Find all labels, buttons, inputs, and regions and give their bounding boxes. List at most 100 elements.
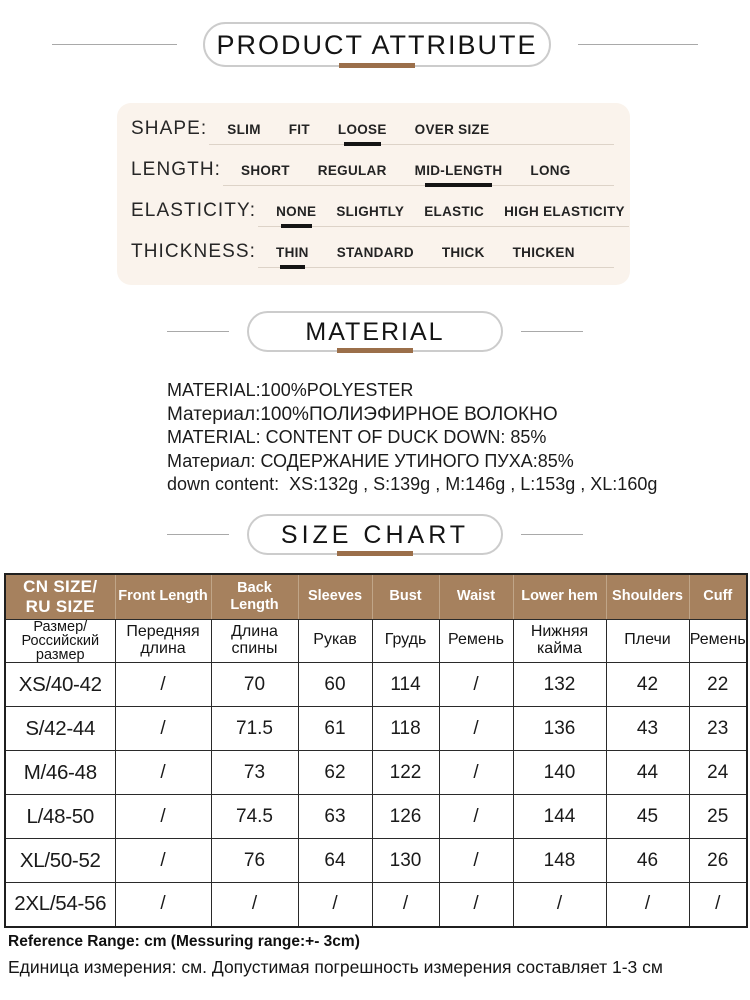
header-cell-ru: Нижняя кайма [512,618,607,664]
value-cell: 114 [371,662,440,708]
value-cell: / [605,882,690,928]
size-cell: L/48-50 [4,794,116,840]
value-cell: 25 [688,794,748,840]
value-cell: 46 [605,838,690,884]
header-cell-ru: Размер/Российский размер [4,618,116,664]
value-cell: 70 [210,662,299,708]
value-cell: 122 [371,750,440,796]
product-attribute-heading: PRODUCT ATTRIBUTE [0,22,750,67]
header-cell-en: Bust [371,573,440,620]
value-cell: 130 [371,838,440,884]
size-cell: M/46-48 [4,750,116,796]
value-cell: / [438,838,514,884]
value-cell: 148 [512,838,607,884]
header-cell-en: Cuff [688,573,748,620]
size-row: XS/40-42/70 60 114/132 42 22 [4,662,748,708]
material-line: down content: XS:132g , S:139g , M:146g … [167,474,658,494]
attribute-row: SHAPE: SLIM FIT LOOSE OVER SIZE [131,118,614,146]
attribute-option: SLIGHTLY [336,204,405,219]
attribute-option: THICK [441,245,485,260]
value-cell: 73 [210,750,299,796]
header-cell-en: Back Length [210,573,299,620]
material-lines: MATERIAL:100%POLYESTER Материал:100%ПОЛИ… [167,379,745,497]
value-cell: 23 [688,706,748,752]
value-cell: 24 [688,750,748,796]
value-cell: 132 [512,662,607,708]
attribute-option: ELASTIC [424,204,485,219]
size-row: 2XL/54-56// / / / / / / [4,882,748,928]
header-cell-ru: Грудь [371,618,440,664]
attribute-option: OVER SIZE [414,122,490,137]
size-table-header-row-en: CN SIZE/RU SIZE Front Length Back Length Sl… [4,573,748,620]
attribute-option: SLIM [227,122,261,137]
material-line: MATERIAL:100%POLYESTER [167,380,414,400]
attribute-options: NONE SLIGHTLY ELASTIC HIGH ELASTICITY [258,204,629,228]
size-chart-title-box: SIZE CHART [247,514,503,555]
attribute-option: LONG [530,163,571,178]
attribute-options: SLIM FIT LOOSE OVER SIZE [209,122,614,146]
value-cell: 144 [512,794,607,840]
material-line: MATERIAL: CONTENT OF DUCK DOWN: 85% [167,427,547,447]
value-cell: / [438,662,514,708]
attribute-option: FIT [288,122,310,137]
value-cell: 45 [605,794,690,840]
size-row: S/42-44/71.5 61 118/136 43 23 [4,706,748,752]
size-table: CN SIZE/RU SIZE Front Length Back Length Sl… [4,573,748,928]
value-cell: 136 [512,706,607,752]
value-cell: 26 [688,838,748,884]
material-heading: MATERIAL [0,311,750,352]
left-rule [167,331,229,332]
product-attribute-title-box: PRODUCT ATTRIBUTE [203,22,551,67]
header-cell-en: Shoulders [605,573,690,620]
attribute-option: THICKEN [512,245,575,260]
header-cell-en: Lower hem [512,573,607,620]
value-cell: / [438,750,514,796]
header-cell-ru: Рукав [297,618,373,664]
value-cell: 44 [605,750,690,796]
right-rule [521,534,583,535]
value-cell: / [114,662,212,708]
header-cell-en: Waist [438,573,514,620]
value-cell: / [114,882,212,928]
value-cell: 22 [688,662,748,708]
value-cell: / [114,838,212,884]
size-chart-heading: SIZE CHART [0,514,750,555]
material-title-box: MATERIAL [247,311,503,352]
attribute-option: HIGH ELASTICITY [504,204,625,219]
attribute-option: LOOSE [337,122,387,146]
value-cell: 126 [371,794,440,840]
product-attribute-title: PRODUCT ATTRIBUTE [216,30,538,60]
header-cell-ru: Ремень [688,618,748,664]
footnote-units: Единица измерения: см. Допустимая погреш… [8,957,663,977]
header-cell-en: Front Length [114,573,212,620]
value-cell: / [512,882,607,928]
header-cell-ru: Передняя длина [114,618,212,664]
attribute-option: NONE [276,204,317,228]
attribute-option: STANDARD [336,245,414,260]
left-rule [52,44,177,45]
value-cell: / [688,882,748,928]
attribute-row: LENGTH: SHORT REGULAR MID-LENGTH LONG [131,159,614,187]
attribute-label: ELASTICITY: [131,200,257,221]
attribute-options: THIN STANDARD THICK THICKEN [258,245,614,269]
size-table-header-row-ru: Размер/Российский размер Передняя длина Длин… [4,618,748,664]
value-cell: 42 [605,662,690,708]
left-rule [167,534,229,535]
value-cell: 74.5 [210,794,299,840]
footnote-reference-range: Reference Range: cm (Messuring range:+- … [8,933,360,950]
attribute-label: SHAPE: [131,118,208,139]
header-cell-ru: Плечи [605,618,690,664]
value-cell: / [438,706,514,752]
value-cell: / [210,882,299,928]
header-cell-ru: Ремень [438,618,514,664]
header-cell-en: Sleeves [297,573,373,620]
attribute-option: REGULAR [317,163,387,178]
value-cell: / [297,882,373,928]
size-cell: XS/40-42 [4,662,116,708]
right-rule [578,44,698,45]
attribute-label: LENGTH: [131,159,222,180]
attribute-row: ELASTICITY: NONE SLIGHTLY ELASTIC HIGH ELAST… [131,200,629,228]
attribute-option: SHORT [241,163,290,178]
value-cell: 62 [297,750,373,796]
size-row: XL/50-52/76 64 130/148 46 26 [4,838,748,884]
